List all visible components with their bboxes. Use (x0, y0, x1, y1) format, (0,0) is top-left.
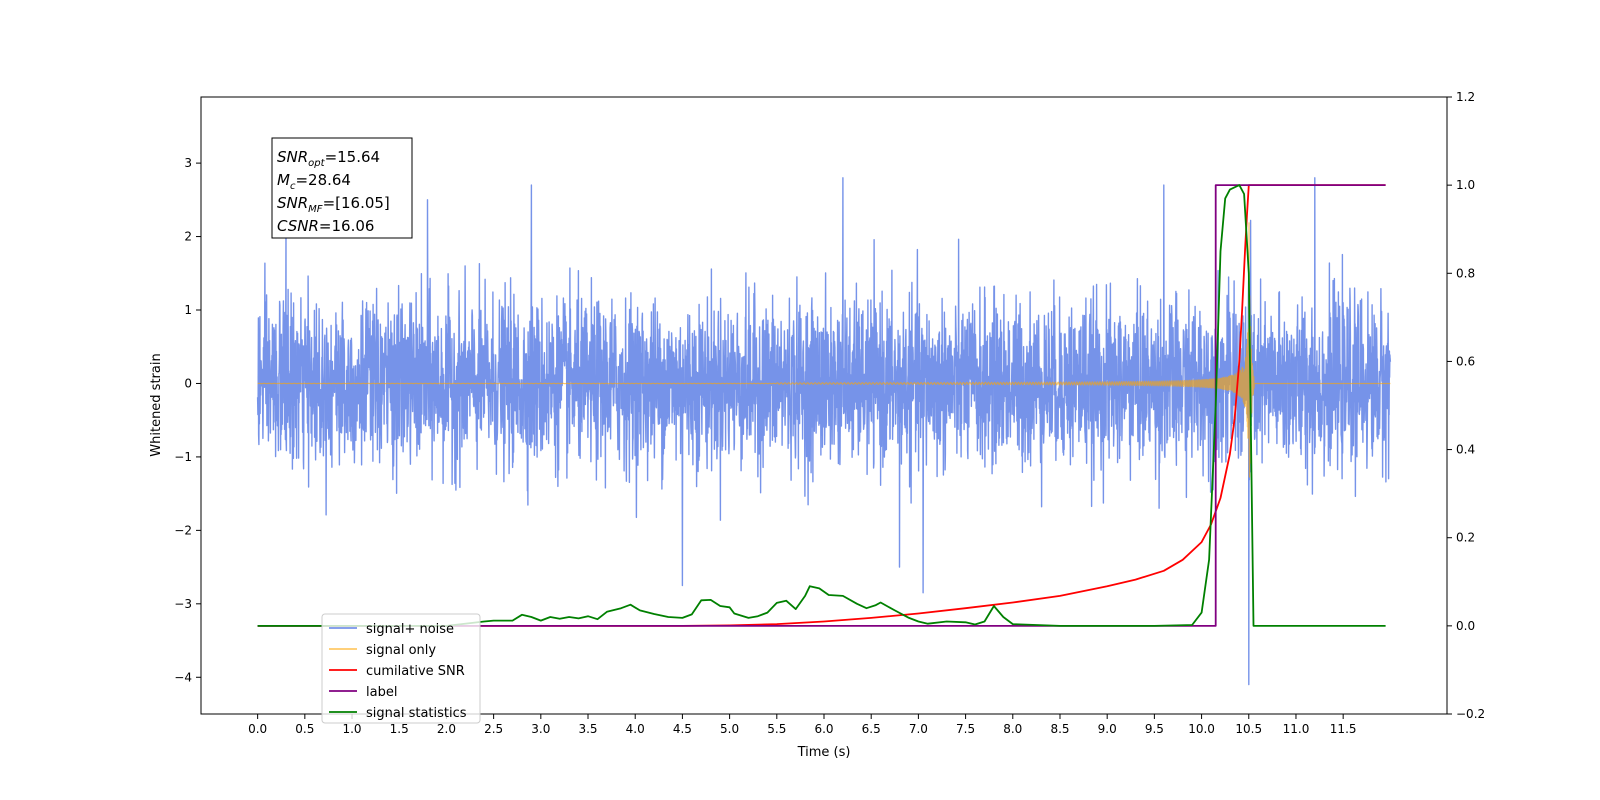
x-tick-label: 7.5 (956, 722, 975, 736)
x-tick-label: 3.5 (578, 722, 597, 736)
x-tick-label: 4.5 (673, 722, 692, 736)
legend-label: signal only (366, 643, 436, 658)
stats-line: CSNR=16.06 (277, 217, 374, 235)
x-tick-label: 3.0 (531, 722, 550, 736)
stats-box-frame (271, 137, 413, 239)
x-tick-label: 9.0 (1098, 722, 1117, 736)
x-tick-label: 5.5 (767, 722, 786, 736)
legend-label: signal+ noise (366, 622, 454, 637)
y2-tick-label: 0.8 (1456, 266, 1475, 280)
x-tick-label: 0.5 (295, 722, 314, 736)
x-tick-label: 4.0 (626, 722, 645, 736)
stats-line: SNRMF=[16.05] (277, 194, 390, 215)
y-tick-label: −1 (174, 450, 192, 464)
x-tick-label: 6.0 (814, 722, 833, 736)
x-tick-label: 5.0 (720, 722, 739, 736)
series-line-signal-only (257, 222, 1391, 478)
x-tick-label: 8.0 (1003, 722, 1022, 736)
y-tick-label: 0 (184, 376, 192, 390)
legend-label: signal statistics (366, 706, 467, 721)
legend-label: cumilative SNR (366, 664, 465, 679)
y2-tick-label: 0.4 (1456, 443, 1475, 457)
x-tick-label: 1.5 (390, 722, 409, 736)
y-tick-label: −4 (174, 670, 192, 684)
y-axis-label: Whitened strain (149, 353, 164, 456)
x-tick-label: 1.0 (342, 722, 361, 736)
x-tick-label: 8.5 (1050, 722, 1069, 736)
x-tick-label: 2.5 (484, 722, 503, 736)
legend: signal+ noise signal only cumilative SNR la… (321, 613, 481, 724)
stats-line: SNRopt=15.64 (277, 148, 380, 169)
x-tick-label: 6.5 (862, 722, 881, 736)
y2-tick-label: 1.2 (1456, 90, 1475, 104)
x-axis: 0.0 0.5 1.0 1.5 2.0 2.5 3.0 3.5 4.0 4.5 5.0 5.5 6.0 6… (248, 714, 1357, 736)
y-tick-label: −2 (174, 523, 192, 537)
x-tick-label: 0.0 (248, 722, 267, 736)
y-tick-label: −3 (174, 597, 192, 611)
y-axis-left: −4 −3 −2 −1 0 1 2 3 (174, 156, 201, 684)
y-axis-right: −0.2 0.0 0.2 0.4 0.6 0.8 1.0 1.2 (1447, 90, 1485, 721)
stats-line: Mc=28.64 (277, 171, 351, 192)
series-layer (256, 177, 1392, 686)
y-tick-label: 2 (184, 230, 192, 244)
x-tick-label: 7.0 (909, 722, 928, 736)
series-line-signal-noise (256, 177, 1392, 686)
x-tick-label: 11.5 (1330, 722, 1357, 736)
y2-tick-label: 1.0 (1456, 178, 1475, 192)
y2-tick-label: 0.2 (1456, 531, 1475, 545)
series-line-signal-statistics (257, 184, 1386, 627)
y2-tick-label: 0.0 (1456, 619, 1475, 633)
y2-tick-label: 0.6 (1456, 354, 1475, 368)
x-tick-label: 9.5 (1145, 722, 1164, 736)
y2-tick-label: −0.2 (1456, 707, 1485, 721)
x-axis-label: Time (s) (797, 745, 851, 760)
y-tick-label: 3 (184, 156, 192, 170)
legend-label: label (366, 685, 397, 700)
x-tick-label: 10.5 (1235, 722, 1262, 736)
series-line-cumilative-snr (257, 184, 1386, 627)
y-tick-label: 1 (184, 303, 192, 317)
x-tick-label: 10.0 (1188, 722, 1215, 736)
x-tick-label: 11.0 (1283, 722, 1310, 736)
series-line-label (257, 184, 1386, 627)
x-tick-label: 2.0 (437, 722, 456, 736)
legend-frame (321, 613, 481, 724)
